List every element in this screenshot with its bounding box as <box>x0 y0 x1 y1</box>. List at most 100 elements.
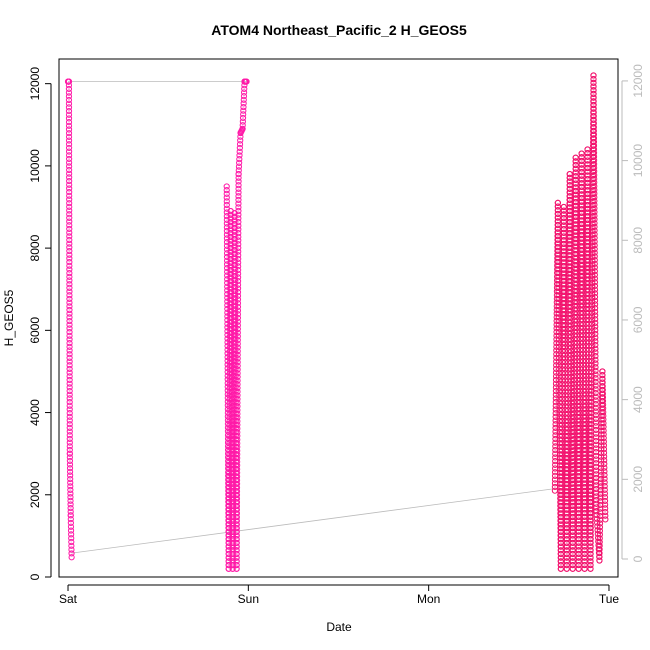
data-point <box>591 208 598 216</box>
data-point <box>571 280 578 287</box>
data-point <box>585 320 592 327</box>
data-point <box>229 510 237 517</box>
data-point <box>226 480 233 488</box>
data-point <box>558 432 566 439</box>
data-point <box>234 396 241 403</box>
data-point <box>591 293 599 301</box>
data-point <box>66 166 73 174</box>
data-point <box>229 550 236 558</box>
data-point <box>564 469 571 476</box>
data-point <box>601 486 608 493</box>
data-point <box>239 118 246 125</box>
data-point <box>600 420 607 427</box>
x-tick-label: Tue <box>599 592 620 606</box>
data-point <box>225 561 232 569</box>
data-point <box>235 270 242 277</box>
data-point <box>593 485 600 493</box>
data-point <box>555 332 563 340</box>
data-point <box>557 561 564 569</box>
data-point <box>66 233 73 240</box>
data-point <box>65 85 73 93</box>
data-point <box>65 126 73 133</box>
data-point <box>561 318 568 325</box>
data-point <box>566 171 573 178</box>
data-point <box>561 355 569 362</box>
data-point <box>66 284 73 291</box>
data-point <box>582 424 589 431</box>
data-point <box>586 428 593 435</box>
data-point <box>579 302 586 309</box>
data-point <box>576 454 583 461</box>
data-point <box>66 336 73 343</box>
data-point <box>223 190 230 197</box>
data-point <box>585 235 592 242</box>
data-point <box>565 384 572 392</box>
data-point <box>67 501 74 508</box>
x-axis-label: Date <box>326 620 352 634</box>
data-point <box>569 554 576 561</box>
data-point <box>570 399 578 406</box>
data-point <box>236 141 244 148</box>
data-point <box>591 186 598 194</box>
y-tick-label-left: 6000 <box>28 317 42 344</box>
data-point <box>66 259 73 266</box>
data-point <box>592 375 599 382</box>
data-point <box>234 285 242 292</box>
data-point <box>235 211 242 218</box>
data-point <box>600 434 607 442</box>
data-point <box>576 391 583 398</box>
data-point <box>234 362 241 370</box>
data-point <box>570 469 577 476</box>
data-point <box>225 502 233 510</box>
data-point <box>66 450 73 457</box>
data-point <box>570 436 577 443</box>
data-point <box>566 178 573 185</box>
data-point <box>599 394 607 401</box>
data-point <box>552 443 559 450</box>
data-point <box>592 364 599 371</box>
data-point <box>66 314 73 321</box>
data-point <box>67 472 74 479</box>
data-point <box>66 329 73 336</box>
data-point <box>556 362 563 369</box>
data-point <box>587 476 595 483</box>
data-point <box>576 365 584 372</box>
data-point <box>225 528 232 536</box>
data-point <box>592 382 599 389</box>
data-point <box>596 546 603 553</box>
data-point <box>573 347 581 354</box>
data-point <box>229 513 237 521</box>
data-point <box>591 305 599 312</box>
data-point <box>582 406 589 413</box>
data-point <box>225 491 233 499</box>
data-point <box>226 488 233 495</box>
data-point <box>229 565 236 572</box>
data-point <box>229 547 236 554</box>
data-point <box>65 148 73 155</box>
data-point <box>570 461 577 469</box>
data-point <box>67 494 74 501</box>
data-point <box>67 490 74 497</box>
data-point <box>579 243 586 250</box>
data-point <box>66 362 73 369</box>
data-point <box>570 421 577 428</box>
data-point <box>601 501 609 508</box>
data-point <box>229 543 236 550</box>
data-point <box>555 314 562 321</box>
data-point <box>585 231 592 238</box>
data-point <box>591 234 598 242</box>
y-tick-label-right: 10000 <box>631 144 645 178</box>
data-point <box>235 241 242 248</box>
data-point <box>229 487 237 495</box>
data-point <box>233 521 240 528</box>
data-point <box>225 543 232 550</box>
data-point <box>596 557 603 564</box>
data-point <box>570 473 577 480</box>
data-point <box>561 322 568 329</box>
data-point <box>571 365 578 372</box>
data-point <box>592 345 599 352</box>
data-point <box>564 403 572 410</box>
data-point <box>579 339 587 346</box>
data-point <box>557 554 565 561</box>
data-point <box>564 477 571 484</box>
